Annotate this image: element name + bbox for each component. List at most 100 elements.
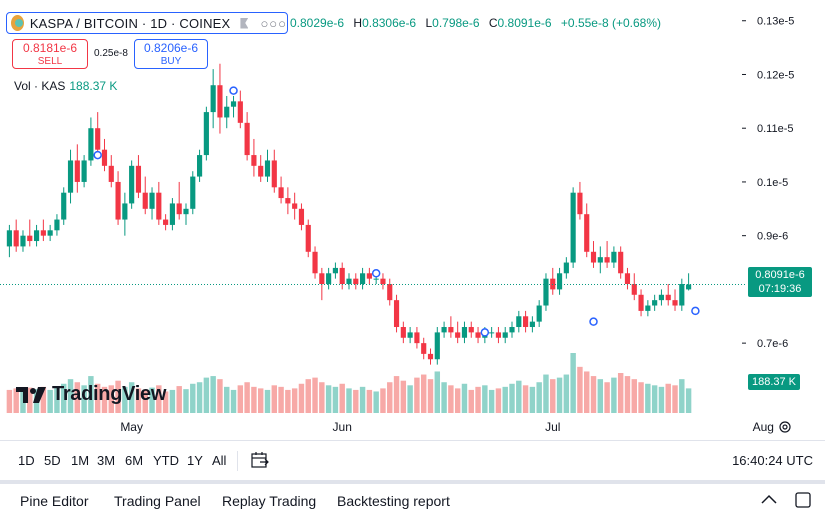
buy-button[interactable]: 0.8206e-6 BUY: [134, 39, 208, 69]
candle-body: [434, 332, 440, 360]
candle-body: [407, 332, 413, 338]
volume-bar: [285, 389, 291, 413]
candle-body: [33, 230, 40, 242]
candle-body: [67, 160, 74, 193]
candle-body: [387, 284, 393, 301]
maximize-icon[interactable]: [795, 492, 811, 508]
spread-value: 0.25e-8: [94, 48, 128, 59]
volume-label: Vol · KAS: [14, 79, 66, 93]
volume-bar: [502, 386, 508, 413]
symbol-search-box[interactable]: KASPA / BITCOIN · 1D · COINEX ○○○: [6, 12, 288, 34]
volume-legend[interactable]: Vol · KAS 188.37 K: [14, 79, 117, 93]
flag-icon[interactable]: [240, 17, 249, 29]
volume-bar: [393, 376, 400, 413]
candle-body: [624, 273, 631, 285]
volume-bar: [672, 385, 678, 413]
volume-bar: [61, 383, 67, 413]
candle-body: [529, 321, 535, 328]
volume-bar: [631, 379, 637, 413]
range-all-button[interactable]: All: [212, 453, 227, 468]
range-ytd-button[interactable]: YTD: [153, 453, 179, 468]
range-1d-button[interactable]: 1D: [18, 453, 35, 468]
range-1y-button[interactable]: 1Y: [187, 453, 203, 468]
volume-bar: [20, 391, 26, 413]
tab-trading-panel[interactable]: Trading Panel: [114, 493, 201, 509]
candle-body: [468, 327, 474, 333]
tab-backtesting-report[interactable]: Backtesting report: [337, 493, 450, 509]
close-label: C: [488, 16, 498, 30]
tab-replay-trading[interactable]: Replay Trading: [222, 493, 317, 509]
volume-bar: [339, 383, 345, 413]
volume-bar: [115, 380, 121, 413]
buy-price: 0.8206e-6: [143, 41, 199, 55]
settings-gear-icon[interactable]: [778, 420, 792, 434]
candle-body: [217, 85, 223, 118]
symbol-title: KASPA / BITCOIN · 1D · COINEX: [29, 15, 231, 31]
volume-bar: [387, 382, 393, 413]
volume-bar: [312, 377, 318, 413]
candle-body: [475, 332, 481, 338]
y-axis-tick-label: 0.7e-6: [757, 338, 788, 350]
candle-body: [54, 219, 60, 231]
calendar-goto-icon[interactable]: [250, 450, 270, 470]
utc-clock[interactable]: 16:40:24 UTC: [732, 453, 813, 468]
candle-body: [271, 160, 277, 188]
event-marker-icon: [93, 150, 102, 160]
candle-body: [319, 273, 325, 285]
candle-body: [543, 278, 549, 306]
range-1m-button[interactable]: 1M: [71, 453, 90, 468]
volume-bar: [203, 377, 210, 413]
volume-bar: [448, 385, 454, 413]
candle-body: [326, 273, 332, 285]
candle-body: [224, 106, 230, 118]
tab-pine-editor[interactable]: Pine Editor: [20, 493, 89, 509]
sell-label: SELL: [37, 56, 63, 67]
range-6m-button[interactable]: 6M: [125, 453, 144, 468]
candle-body: [604, 257, 610, 263]
range-5d-button[interactable]: 5D: [44, 453, 61, 468]
volume-bar: [414, 377, 420, 413]
candle-body: [380, 278, 386, 285]
volume-bar: [101, 386, 108, 413]
volume-bar: [190, 383, 196, 413]
candle-body: [230, 101, 237, 107]
candle-body: [461, 327, 468, 338]
candle-body: [122, 203, 128, 220]
candle-body: [305, 224, 311, 252]
toolbar-divider: [237, 451, 238, 471]
buy-label: BUY: [160, 56, 182, 67]
price-chart[interactable]: 0.13e-5 0.12e-5 0.11e-5 0.1e-5 0.9e-6 0.7e-6 M…: [0, 0, 825, 440]
tradingview-watermark[interactable]: TradingView: [16, 383, 166, 406]
candle-body: [285, 198, 291, 204]
candle-body: [658, 294, 665, 301]
volume-bar: [230, 389, 237, 413]
candle-body: [556, 273, 563, 290]
volume-bar: [475, 386, 481, 413]
candle-body: [13, 230, 19, 247]
chart-area[interactable]: 0.13e-5 0.12e-5 0.11e-5 0.1e-5 0.9e-6 0.7e-6 M…: [0, 0, 825, 440]
volume-bar: [611, 377, 617, 413]
candle-body: [115, 181, 121, 220]
sell-button[interactable]: 0.8181e-6 SELL: [12, 39, 88, 69]
volume-bar: [359, 386, 366, 413]
volume-bar: [278, 386, 284, 413]
range-3m-button[interactable]: 3M: [97, 453, 116, 468]
volume-bar: [196, 382, 203, 413]
volume-bar: [224, 386, 230, 413]
volume-bar: [624, 376, 631, 413]
chevron-up-icon[interactable]: [760, 492, 778, 508]
volume-bar: [407, 385, 413, 413]
volume-bar: [162, 391, 169, 413]
candle-body: [366, 273, 372, 279]
volume-bar: [353, 389, 359, 413]
candle-body: [149, 192, 155, 209]
x-axis-tick-label: Jun: [333, 420, 352, 434]
candle-body: [40, 230, 46, 236]
candle-body: [210, 85, 216, 113]
candle-body: [509, 327, 515, 333]
more-options-icon[interactable]: ○○○: [260, 15, 287, 31]
event-marker-icon: [480, 328, 490, 337]
candle-body: [536, 305, 542, 322]
candle-body: [346, 278, 352, 285]
volume-bar: [550, 379, 556, 413]
